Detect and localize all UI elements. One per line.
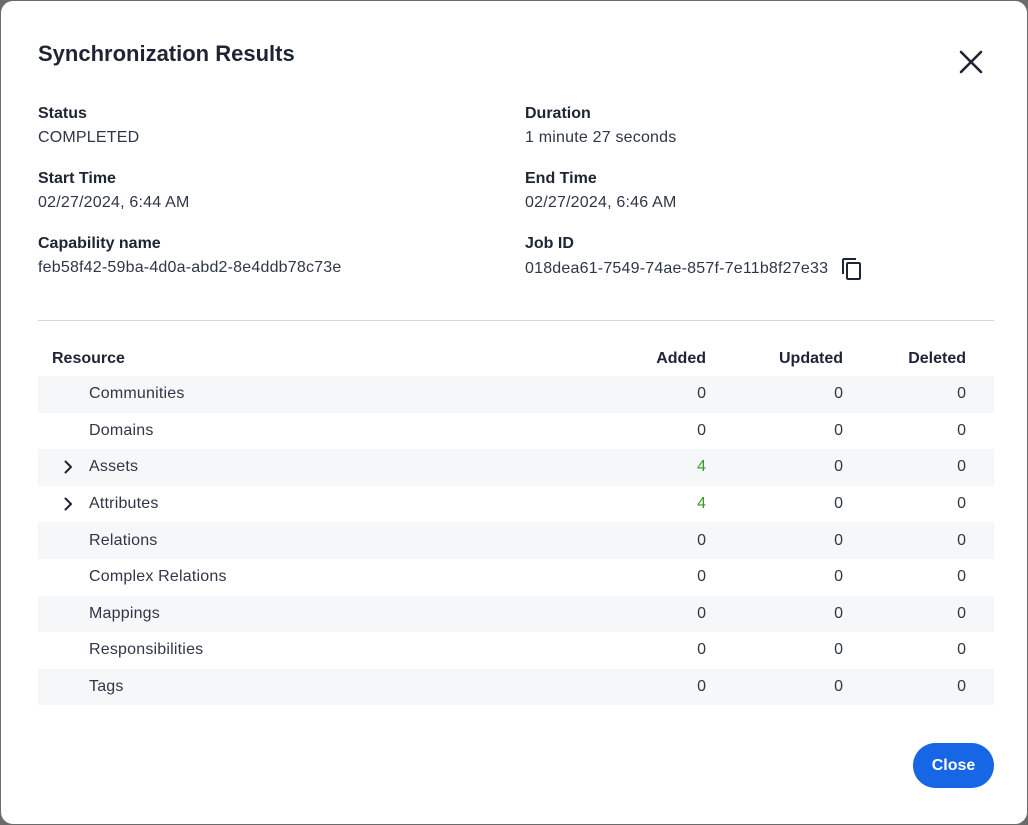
resource-cell: Relations: [38, 531, 538, 551]
added-cell: 4: [697, 458, 706, 476]
resource-cell: Attributes: [38, 494, 538, 514]
resource-name: Mappings: [89, 604, 160, 622]
table-row: Responsibilities 0 0 0: [38, 632, 994, 669]
added-cell: 0: [697, 568, 706, 586]
updated-cell: 0: [834, 495, 843, 513]
resource-name: Complex Relations: [89, 568, 227, 586]
table-row[interactable]: Assets 4 0 0: [38, 449, 994, 486]
status-field: Status COMPLETED: [38, 105, 139, 147]
table-body: Communities 0 0 0 Domains 0 0 0 Assets 4 0 0 Attribu…: [38, 376, 994, 706]
deleted-cell: 0: [957, 421, 966, 439]
resource-cell: Assets: [38, 457, 538, 477]
table-header: Resource Added Updated Deleted: [38, 341, 994, 376]
updated-cell: 0: [834, 458, 843, 476]
chevron-right-icon[interactable]: [58, 457, 78, 477]
results-table: Resource Added Updated Deleted Communiti…: [38, 341, 994, 706]
start-time-label: Start Time: [38, 170, 116, 187]
end-time-field: End Time 02/27/2024, 6:46 AM: [525, 170, 676, 212]
divider: [38, 320, 994, 321]
added-cell: 0: [697, 531, 706, 549]
header-added: Added: [656, 349, 706, 367]
deleted-cell: 0: [957, 458, 966, 476]
resource-name: Tags: [89, 678, 124, 696]
start-time-field: Start Time 02/27/2024, 6:44 AM: [38, 170, 189, 212]
updated-cell: 0: [834, 678, 843, 696]
chevron-right-icon[interactable]: [58, 494, 78, 514]
added-cell: 0: [697, 641, 706, 659]
status-value: COMPLETED: [38, 129, 140, 146]
resource-cell: Tags: [38, 677, 538, 697]
header-deleted: Deleted: [908, 349, 966, 367]
resource-cell: Domains: [38, 421, 538, 441]
added-cell: 0: [697, 385, 706, 403]
close-icon[interactable]: [956, 47, 986, 77]
deleted-cell: 0: [957, 678, 966, 696]
table-row: Tags 0 0 0: [38, 668, 994, 706]
resource-name: Assets: [89, 458, 139, 476]
deleted-cell: 0: [957, 531, 966, 549]
job-id-field: Job ID 018dea61-7549-74ae-857f-7e11b8f27…: [525, 235, 864, 281]
resource-cell: Communities: [38, 384, 538, 404]
resource-cell: Mappings: [38, 604, 538, 624]
duration-label: Duration: [525, 105, 591, 122]
added-cell: 0: [697, 678, 706, 696]
end-time-value: 02/27/2024, 6:46 AM: [525, 194, 677, 211]
updated-cell: 0: [834, 568, 843, 586]
table-row: Complex Relations 0 0 0: [38, 559, 994, 596]
added-cell: 0: [697, 421, 706, 439]
status-label: Status: [38, 105, 87, 122]
header-resource: Resource: [52, 349, 125, 367]
deleted-cell: 0: [957, 495, 966, 513]
deleted-cell: 0: [957, 641, 966, 659]
updated-cell: 0: [834, 531, 843, 549]
start-time-value: 02/27/2024, 6:44 AM: [38, 194, 190, 211]
resource-name: Communities: [89, 385, 185, 403]
capability-name-value: feb58f42-59ba-4d0a-abd2-8e4ddb78c73e: [38, 259, 342, 276]
resource-cell: Responsibilities: [38, 640, 538, 660]
job-id-value: 018dea61-7549-74ae-857f-7e11b8f27e33: [525, 260, 829, 277]
updated-cell: 0: [834, 604, 843, 622]
resource-name: Attributes: [89, 495, 159, 513]
close-button[interactable]: Close: [913, 743, 994, 788]
copy-icon[interactable]: [840, 257, 864, 281]
duration-field: Duration 1 minute 27 seconds: [525, 105, 676, 147]
resource-name: Domains: [89, 421, 154, 439]
capability-name-label: Capability name: [38, 235, 161, 252]
updated-cell: 0: [834, 421, 843, 439]
updated-cell: 0: [834, 641, 843, 659]
table-row: Domains 0 0 0: [38, 413, 994, 450]
table-row: Communities 0 0 0: [38, 376, 994, 413]
updated-cell: 0: [834, 385, 843, 403]
resource-name: Relations: [89, 531, 158, 549]
deleted-cell: 0: [957, 568, 966, 586]
added-cell: 4: [697, 495, 706, 513]
job-id-label: Job ID: [525, 235, 574, 252]
resource-cell: Complex Relations: [38, 567, 538, 587]
dialog-title: Synchronization Results: [38, 41, 295, 66]
duration-value: 1 minute 27 seconds: [525, 129, 677, 146]
resource-name: Responsibilities: [89, 641, 204, 659]
table-row[interactable]: Attributes 4 0 0: [38, 486, 994, 523]
end-time-label: End Time: [525, 170, 597, 187]
capability-name-field: Capability name feb58f42-59ba-4d0a-abd2-…: [38, 235, 341, 277]
added-cell: 0: [697, 604, 706, 622]
header-updated: Updated: [779, 349, 843, 367]
deleted-cell: 0: [957, 604, 966, 622]
deleted-cell: 0: [957, 385, 966, 403]
table-row: Relations 0 0 0: [38, 522, 994, 559]
table-row: Mappings 0 0 0: [38, 595, 994, 633]
